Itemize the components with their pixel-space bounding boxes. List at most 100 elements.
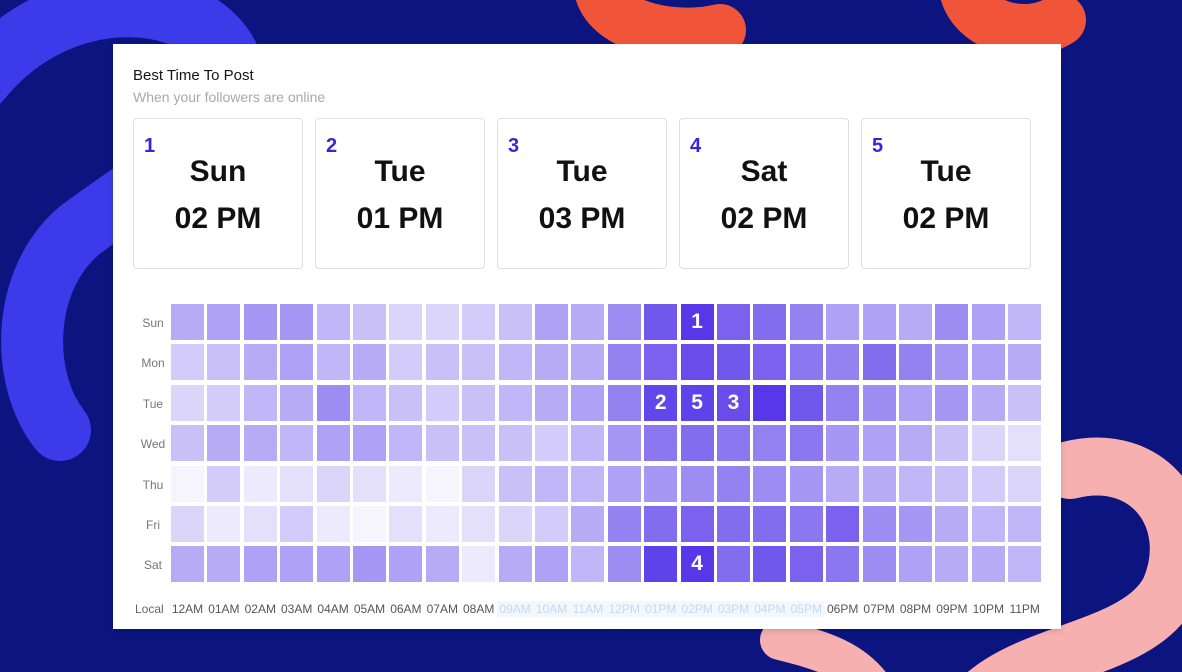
heatmap-cell[interactable]: [899, 425, 932, 462]
heatmap-cell[interactable]: [789, 344, 823, 381]
heatmap-cell[interactable]: [971, 384, 1005, 421]
heatmap-cell[interactable]: [316, 546, 350, 583]
heatmap-cell[interactable]: 1: [680, 304, 714, 340]
heatmap-cell[interactable]: [425, 546, 459, 583]
heatmap-cell[interactable]: [899, 465, 932, 502]
heatmap-cell[interactable]: [280, 506, 314, 542]
heatmap-cell[interactable]: 2: [644, 384, 678, 421]
heatmap-cell[interactable]: [498, 304, 532, 340]
heatmap-cell[interactable]: [207, 465, 241, 502]
heatmap-cell[interactable]: [498, 546, 532, 583]
heatmap-cell[interactable]: [644, 506, 678, 542]
heatmap-cell[interactable]: [243, 546, 277, 583]
heatmap-cell[interactable]: [826, 384, 860, 421]
heatmap-cell[interactable]: [1008, 304, 1042, 340]
heatmap-cell[interactable]: [316, 384, 350, 421]
heatmap-cell[interactable]: [462, 384, 496, 421]
heatmap-cell[interactable]: [935, 425, 969, 462]
heatmap-cell[interactable]: [826, 465, 860, 502]
heatmap-cell[interactable]: [462, 506, 496, 542]
heatmap-cell[interactable]: [353, 546, 386, 583]
heatmap-cell[interactable]: [1008, 384, 1042, 421]
heatmap-cell[interactable]: [935, 546, 969, 583]
heatmap-cell[interactable]: [243, 384, 277, 421]
heatmap-cell[interactable]: [789, 425, 823, 462]
heatmap-cell[interactable]: [899, 546, 932, 583]
heatmap-cell[interactable]: [316, 425, 350, 462]
heatmap-cell[interactable]: [207, 304, 241, 340]
heatmap-cell[interactable]: [717, 465, 750, 502]
heatmap-cell[interactable]: [753, 344, 787, 381]
heatmap-cell[interactable]: [680, 425, 714, 462]
heatmap-cell[interactable]: [425, 425, 459, 462]
heatmap-cell[interactable]: [717, 304, 750, 340]
heatmap-cell[interactable]: [571, 425, 605, 462]
heatmap-cell[interactable]: [571, 506, 605, 542]
heatmap-cell[interactable]: [243, 344, 277, 381]
heatmap-cell[interactable]: [644, 465, 678, 502]
heatmap-cell[interactable]: [789, 384, 823, 421]
heatmap-cell[interactable]: [280, 344, 314, 381]
heatmap-cell[interactable]: [680, 465, 714, 502]
heatmap-cell[interactable]: [899, 384, 932, 421]
heatmap-cell[interactable]: [899, 506, 932, 542]
heatmap-cell[interactable]: [425, 506, 459, 542]
heatmap-cell[interactable]: [753, 425, 787, 462]
heatmap-cell[interactable]: [680, 506, 714, 542]
heatmap-cell[interactable]: [753, 384, 787, 421]
heatmap-cell[interactable]: [425, 384, 459, 421]
heatmap-cell[interactable]: [389, 506, 423, 542]
heatmap-cell[interactable]: [644, 546, 678, 583]
heatmap-cell[interactable]: [971, 425, 1005, 462]
heatmap-cell[interactable]: [498, 344, 532, 381]
heatmap-cell[interactable]: [789, 546, 823, 583]
heatmap-cell[interactable]: [971, 506, 1005, 542]
heatmap-cell[interactable]: [607, 384, 641, 421]
heatmap-cell[interactable]: [571, 465, 605, 502]
heatmap-cell[interactable]: [717, 546, 750, 583]
heatmap-cell[interactable]: [462, 465, 496, 502]
heatmap-cell[interactable]: [607, 546, 641, 583]
heatmap-cell[interactable]: [280, 384, 314, 421]
heatmap-cell[interactable]: 3: [717, 384, 750, 421]
heatmap-cell[interactable]: [1008, 344, 1042, 381]
heatmap-cell[interactable]: [462, 304, 496, 340]
heatmap-cell[interactable]: [243, 425, 277, 462]
heatmap-cell[interactable]: [1008, 546, 1042, 583]
heatmap-cell[interactable]: [389, 384, 423, 421]
heatmap-cell[interactable]: [425, 344, 459, 381]
heatmap-cell[interactable]: [243, 304, 277, 340]
heatmap-cell[interactable]: [571, 344, 605, 381]
heatmap-cell[interactable]: [498, 506, 532, 542]
heatmap-cell[interactable]: [1008, 425, 1042, 462]
heatmap-cell[interactable]: [1008, 465, 1042, 502]
heatmap-cell[interactable]: [753, 546, 787, 583]
heatmap-cell[interactable]: [280, 304, 314, 340]
heatmap-cell[interactable]: [535, 465, 568, 502]
heatmap-cell[interactable]: [571, 546, 605, 583]
heatmap-cell[interactable]: [717, 425, 750, 462]
heatmap-cell[interactable]: [171, 546, 204, 583]
heatmap-cell[interactable]: [862, 384, 896, 421]
heatmap-cell[interactable]: [899, 304, 932, 340]
heatmap-cell[interactable]: [862, 425, 896, 462]
heatmap-cell[interactable]: [498, 384, 532, 421]
heatmap-cell[interactable]: [171, 384, 204, 421]
heatmap-cell[interactable]: [535, 425, 568, 462]
heatmap-cell[interactable]: [571, 304, 605, 340]
heatmap-cell[interactable]: [316, 465, 350, 502]
heatmap-cell[interactable]: [826, 344, 860, 381]
heatmap-cell[interactable]: [607, 465, 641, 502]
heatmap-cell[interactable]: 4: [680, 546, 714, 583]
heatmap-cell[interactable]: [316, 304, 350, 340]
heatmap-cell[interactable]: [789, 506, 823, 542]
heatmap-cell[interactable]: [243, 465, 277, 502]
heatmap-cell[interactable]: [462, 344, 496, 381]
heatmap-cell[interactable]: [935, 344, 969, 381]
heatmap-cell[interactable]: [425, 304, 459, 340]
heatmap-cell[interactable]: [498, 465, 532, 502]
heatmap-cell[interactable]: [171, 425, 204, 462]
heatmap-cell[interactable]: [935, 304, 969, 340]
heatmap-cell[interactable]: [935, 506, 969, 542]
heatmap-cell[interactable]: [826, 425, 860, 462]
